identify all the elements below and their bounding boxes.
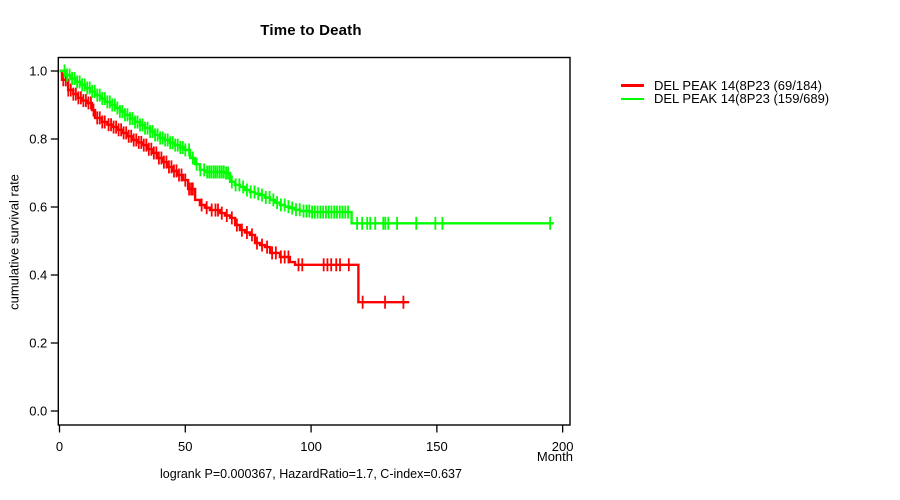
survival-curve	[59, 69, 554, 225]
x-tick-label: 100	[300, 439, 322, 454]
legend-item: DEL PEAK 14(8P23 (69/184)	[621, 79, 829, 92]
y-tick-label: 0.4	[29, 268, 47, 283]
y-tick-label: 1.0	[29, 64, 47, 79]
survival-curve	[59, 69, 410, 304]
chart-title: Time to Death	[260, 22, 362, 39]
x-tick-label: 150	[426, 439, 448, 454]
legend-item: DEL PEAK 14(8P23 (159/689)	[621, 91, 830, 107]
y-tick-label: 0.0	[29, 404, 47, 419]
x-tick-label: 50	[178, 439, 192, 454]
legend-label: DEL PEAK 14(8P23 (159/689)	[654, 91, 830, 107]
y-tick-label: 0.6	[29, 200, 47, 215]
legend-line-green	[621, 97, 644, 101]
x-axis-label: Month	[536, 449, 573, 464]
legend-line-red	[621, 84, 644, 87]
y-tick-label: 0.2	[29, 336, 47, 351]
x-tick-label: 0	[56, 439, 63, 454]
x-tick-label: 200	[552, 439, 574, 454]
y-tick-label: 0.8	[29, 132, 47, 147]
footer-stats-text: logrank P=0.000367, HazardRatio=1.7, C-i…	[160, 467, 462, 481]
legend-label: DEL PEAK 14(8P23 (69/184)	[654, 78, 822, 93]
plot-box	[57, 56, 571, 426]
legend: DEL PEAK 14(8P23 (69/184) DEL PEAK 14(8P…	[621, 79, 829, 106]
